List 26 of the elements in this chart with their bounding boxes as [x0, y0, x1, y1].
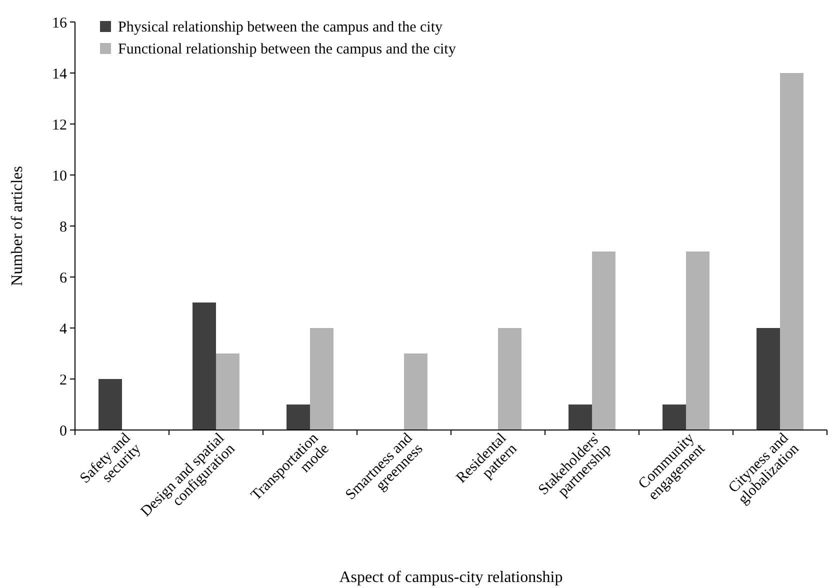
y-tick-label: 10 — [52, 168, 67, 184]
y-axis-title: Number of articles — [9, 166, 26, 286]
x-axis-title: Aspect of campus-city relationship — [339, 569, 563, 586]
y-tick-label: 14 — [52, 66, 68, 82]
y-tick-label: 2 — [60, 372, 67, 388]
bar — [98, 379, 122, 430]
bar — [216, 354, 240, 430]
y-tick-label: 12 — [52, 117, 67, 134]
y-tick-label: 0 — [60, 423, 67, 440]
bar — [662, 404, 686, 430]
bar — [568, 404, 592, 430]
bar — [686, 252, 710, 430]
bar — [404, 354, 428, 430]
legend-label: Functional relationship between the campus and the city — [118, 41, 456, 58]
bar — [780, 73, 804, 430]
y-tick-label: 4 — [60, 321, 68, 338]
legend-label: Physical relationship between the campus and the city — [118, 19, 443, 36]
bar — [498, 328, 522, 430]
bar — [192, 302, 216, 430]
bar — [592, 252, 616, 430]
bar — [310, 328, 334, 430]
bar — [756, 328, 780, 430]
y-tick-label: 16 — [52, 15, 68, 32]
bar — [286, 404, 310, 430]
y-tick-label: 6 — [60, 270, 68, 286]
y-tick-label: 8 — [60, 219, 67, 236]
